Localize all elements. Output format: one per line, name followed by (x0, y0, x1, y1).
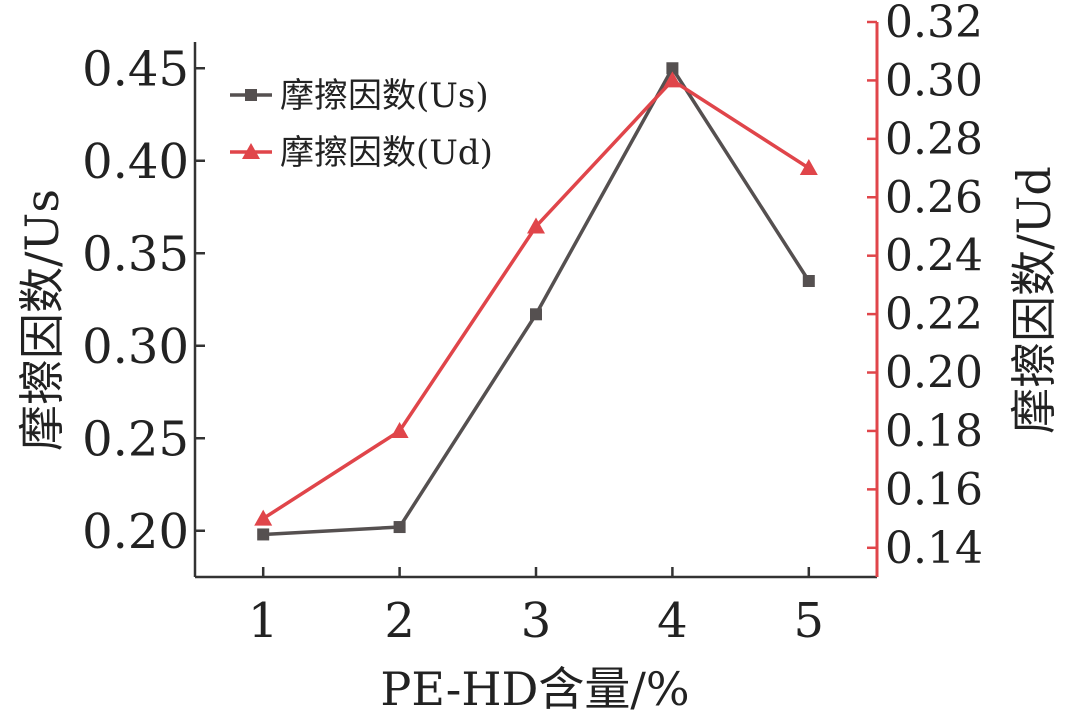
left-tick-label: 0.25 (82, 411, 189, 467)
data-point-square (666, 62, 679, 75)
data-point-square (530, 308, 542, 321)
legend-marker-square (245, 89, 257, 101)
right-tick-label: 0.16 (885, 464, 983, 515)
legend: 摩擦因数(Us) 摩擦因数(Ud) (230, 76, 493, 173)
ticks: 1 2 3 4 5 0.20 0.25 0.30 0.35 0.40 0.45 0.14 0.16 0.1… (82, 0, 983, 649)
right-tick-label: 0.28 (885, 114, 983, 165)
data-point-square (802, 275, 815, 287)
x-tick-label: 4 (657, 593, 688, 649)
left-tick-label: 0.35 (82, 226, 189, 282)
data-point-triangle (527, 217, 545, 234)
right-tick-label: 0.24 (885, 231, 983, 282)
series-layer (254, 62, 818, 541)
right-tick-label: 0.14 (885, 523, 983, 574)
left-tick-label: 0.40 (82, 134, 189, 190)
data-point-triangle (390, 421, 409, 438)
legend-label: 摩擦因数(Ud) (280, 133, 493, 173)
left-tick-label: 0.45 (82, 41, 189, 97)
left-tick-label: 0.20 (82, 504, 189, 560)
right-tick-label: 0.32 (885, 0, 983, 48)
data-point-square (393, 521, 406, 534)
right-axis-title: 摩擦因数/Ud (1007, 166, 1061, 434)
legend-marker-triangle (242, 143, 260, 159)
right-tick-label: 0.26 (885, 172, 983, 223)
left-axis-title: 摩擦因数/Us (15, 189, 69, 451)
left-tick-label: 0.30 (82, 319, 189, 375)
data-point-triangle (799, 159, 818, 176)
right-tick-label: 0.20 (885, 348, 983, 399)
x-tick-label: 2 (384, 593, 415, 649)
data-point-square (257, 528, 270, 541)
right-tick-label: 0.18 (885, 406, 983, 457)
legend-label: 摩擦因数(Us) (280, 76, 489, 116)
data-point-triangle (254, 509, 273, 526)
right-tick-label: 0.30 (885, 55, 983, 106)
x-axis-title: PE-HD含量/% (380, 662, 689, 714)
right-tick-label: 0.22 (885, 289, 983, 340)
x-tick-label: 3 (521, 593, 552, 649)
x-tick-label: 1 (248, 593, 279, 649)
data-point-triangle (663, 71, 682, 88)
x-tick-label: 5 (794, 593, 825, 649)
